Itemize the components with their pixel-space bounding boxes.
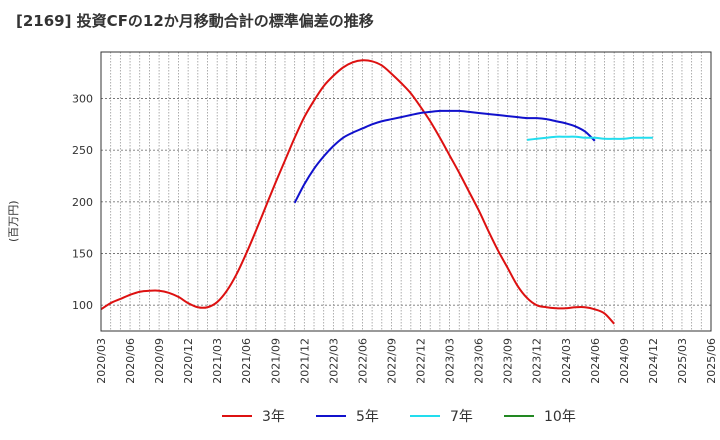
legend-item: 3年 <box>222 404 285 428</box>
x-tick-label: 2024/12 <box>647 338 660 384</box>
legend-swatch <box>504 415 534 417</box>
x-tick-label: 2022/12 <box>415 338 428 384</box>
x-tick-label: 2023/09 <box>502 338 515 384</box>
x-tick-label: 2023/03 <box>444 338 457 384</box>
legend-item: 5年 <box>316 404 379 428</box>
plot-frame <box>100 51 712 332</box>
y-tick-labels: 100 150 200 250 300 <box>72 93 93 313</box>
series-layer <box>100 59 653 325</box>
x-tick-label: 2021/12 <box>298 338 311 384</box>
x-tick-label: 2024/09 <box>618 338 631 384</box>
x-tick-label: 2025/06 <box>705 338 718 384</box>
y-tick-label: 100 <box>72 299 93 312</box>
legend: 3年 5年 7年 10年 <box>0 404 720 428</box>
x-tick-label: 2021/06 <box>240 338 253 384</box>
y-tick-label: 250 <box>72 144 93 157</box>
x-tick-label: 2022/06 <box>356 338 369 384</box>
legend-label: 7年 <box>450 409 473 425</box>
series-line <box>100 59 615 325</box>
x-tick-label: 2020/09 <box>153 338 166 384</box>
x-tick-label: 2024/06 <box>589 338 602 384</box>
x-tick-labels: 2020/03 2020/06 2020/09 2020/12 2021/03 2021/… <box>95 338 718 384</box>
series-line <box>293 109 596 204</box>
y-tick-label: 300 <box>72 93 93 106</box>
x-tick-label: 2022/03 <box>327 338 340 384</box>
legend-label: 5年 <box>356 409 379 425</box>
legend-item: 10年 <box>504 404 576 428</box>
y-tick-label: 150 <box>72 248 93 261</box>
x-tick-label: 2024/03 <box>560 338 573 384</box>
x-tick-label: 2023/12 <box>531 338 544 384</box>
legend-swatch <box>222 415 252 417</box>
series-line <box>526 135 653 141</box>
x-tick-label: 2023/06 <box>473 338 486 384</box>
legend-swatch <box>316 415 346 417</box>
legend-item: 7年 <box>410 404 473 428</box>
x-tick-label: 2020/03 <box>95 338 108 384</box>
x-tick-label: 2021/03 <box>211 338 224 384</box>
legend-label: 3年 <box>262 409 285 425</box>
x-tick-label: 2025/03 <box>676 338 689 384</box>
grid-lines <box>100 52 712 331</box>
x-tick-label: 2022/09 <box>385 338 398 384</box>
x-tick-label: 2020/06 <box>124 338 137 384</box>
y-tick-label: 200 <box>72 196 93 209</box>
x-tick-label: 2021/09 <box>269 338 282 384</box>
legend-label: 10年 <box>544 409 576 425</box>
legend-swatch <box>410 415 440 417</box>
chart-title: [2169] 投資CFの12か月移動合計の標準偏差の推移 <box>16 12 374 30</box>
x-tick-label: 2020/12 <box>182 338 195 384</box>
